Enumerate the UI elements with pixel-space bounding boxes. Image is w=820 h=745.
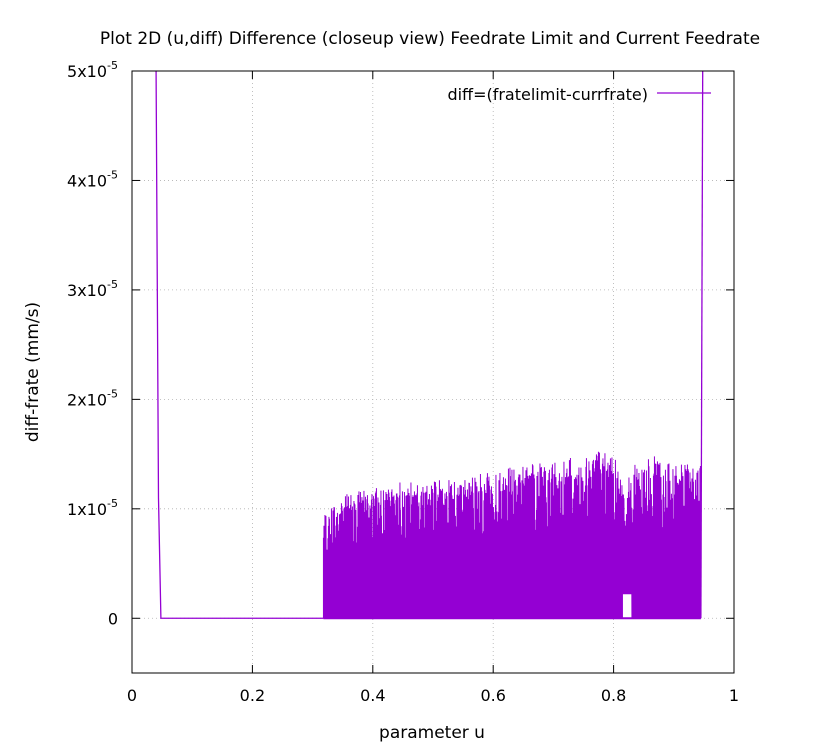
ticks: 0 0.2 0.4 0.6 0.8 1 0 1x10-5 2x10-5 3x10-5 4x10-5 5…: [67, 59, 739, 705]
y-tick-label: 0: [108, 609, 118, 628]
y-tick-label: 2x10-5: [67, 387, 118, 409]
series-line-initial: [155, 71, 324, 619]
legend: diff=(fratelimit-currfrate): [447, 85, 711, 104]
x-tick-label: 0.4: [360, 686, 385, 705]
x-tick-label: 0: [127, 686, 137, 705]
y-axis-label: diff-frate (mm/s): [23, 302, 43, 442]
series-layer: [155, 71, 704, 620]
x-tick-label: 0.2: [240, 686, 265, 705]
series-line-final-spike: [700, 71, 704, 619]
chart-title: Plot 2D (u,diff) Difference (closeup vie…: [100, 29, 760, 49]
x-tick-label: 0.8: [601, 686, 626, 705]
legend-label: diff=(fratelimit-currfrate): [447, 85, 648, 104]
y-tick-label: 1x10-5: [67, 497, 118, 519]
series-line-group: [155, 71, 704, 620]
y-tick-label: 3x10-5: [67, 278, 118, 300]
plot-frame: [131, 70, 735, 674]
series-line-oscillation: [322, 451, 701, 619]
y-tick-label: 4x10-5: [67, 168, 118, 190]
x-tick-label: 0.6: [480, 686, 505, 705]
y-tick-label: 5x10-5: [67, 59, 118, 81]
x-axis-label: parameter u: [379, 723, 485, 743]
x-tick-label: 1: [729, 686, 739, 705]
